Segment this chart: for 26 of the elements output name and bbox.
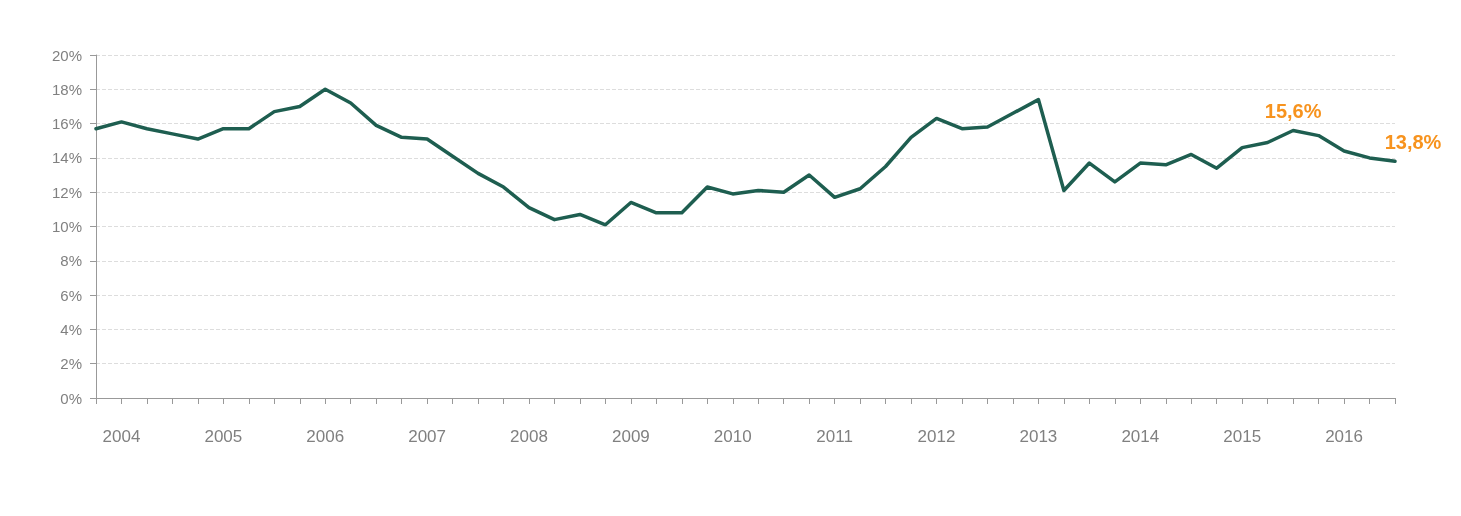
x-tick-label: 2014 — [1121, 427, 1160, 446]
x-tick-label: 2011 — [816, 427, 853, 446]
x-tick-label: 2006 — [306, 427, 345, 446]
y-tick-label: 0% — [60, 389, 82, 407]
x-tick-label: 2007 — [408, 427, 447, 446]
y-tick-label: 4% — [60, 320, 82, 338]
y-tick-label: 8% — [60, 252, 82, 270]
y-tick-label: 6% — [60, 286, 82, 304]
x-tick-label: 2013 — [1019, 427, 1058, 446]
x-tick-label: 2004 — [102, 427, 141, 446]
y-tick-label: 20% — [51, 46, 82, 64]
x-tick-label: 2009 — [611, 427, 650, 446]
data-label: 15,6% — [1264, 100, 1322, 123]
x-tick-label: 2016 — [1325, 427, 1363, 446]
y-tick-label: 12% — [51, 183, 82, 201]
y-tick-label: 10% — [51, 218, 82, 235]
y-tick-label: 2% — [60, 355, 82, 373]
x-tick-label: 2008 — [510, 427, 548, 446]
x-tick-label: 2012 — [917, 427, 956, 446]
y-tick-label: 14% — [51, 149, 82, 167]
x-tick-label: 2005 — [204, 427, 243, 446]
x-tick-label: 2015 — [1223, 427, 1262, 446]
y-tick-label: 18% — [51, 80, 82, 98]
x-tick-label: 2010 — [713, 427, 752, 446]
data-label: 13,8% — [1384, 131, 1442, 154]
y-tick-label: 16% — [51, 115, 82, 133]
